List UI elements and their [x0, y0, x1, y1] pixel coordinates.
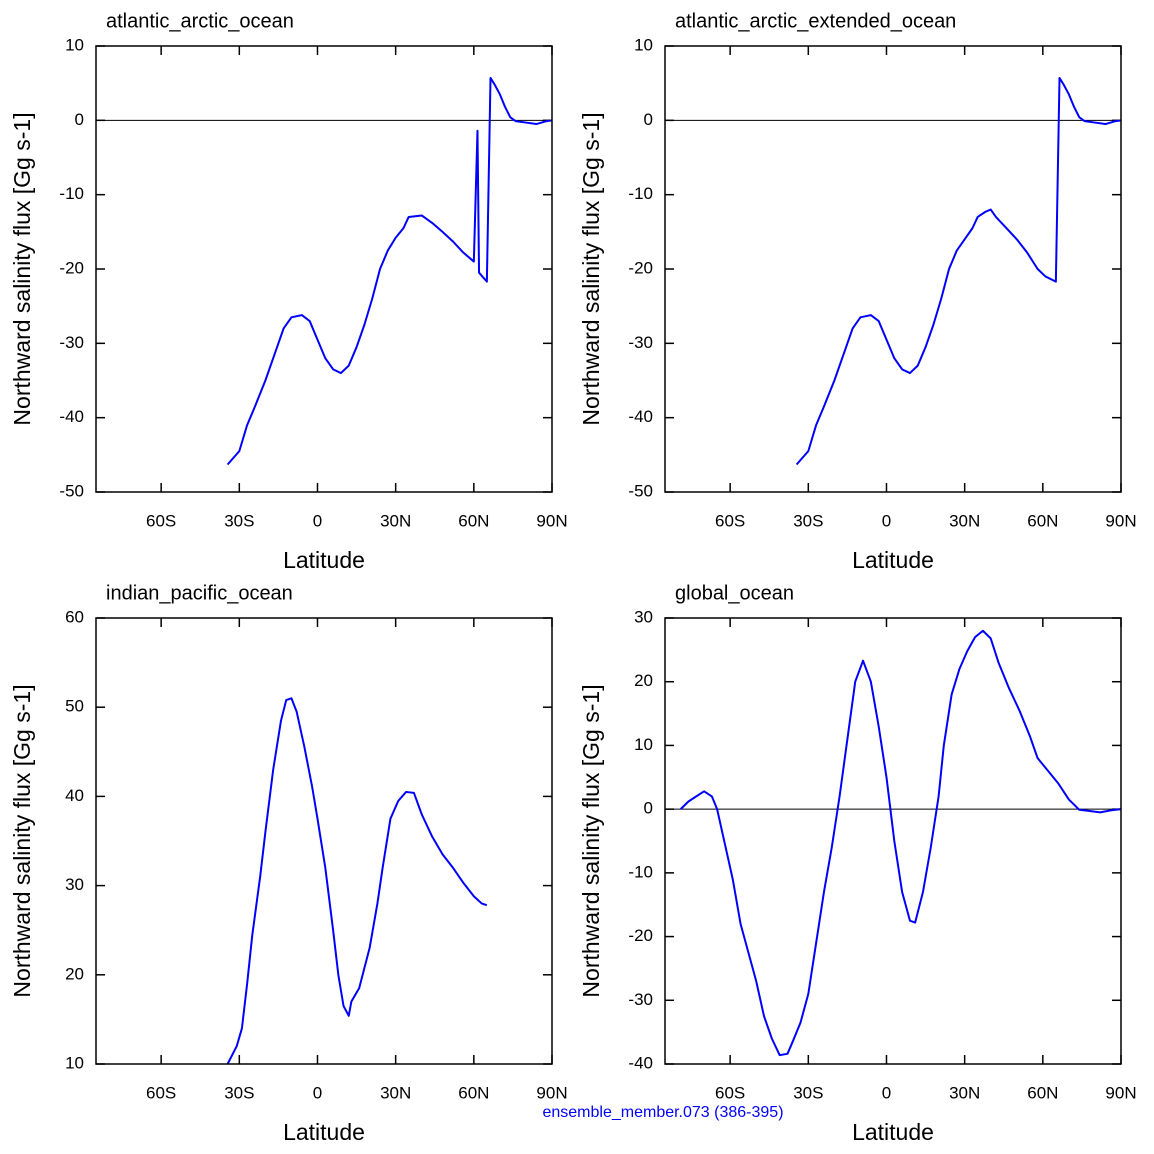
- x-axis-label: Latitude: [283, 547, 365, 573]
- y-axis-label: Northward salinity flux [Gg s-1]: [9, 684, 35, 997]
- x-tick-label: 30S: [793, 511, 823, 530]
- y-tick-label: 20: [65, 964, 84, 983]
- y-tick-label: 60: [65, 607, 84, 626]
- y-axis-label: Northward salinity flux [Gg s-1]: [578, 112, 604, 425]
- y-tick-label: -50: [628, 481, 653, 500]
- panel-title: indian_pacific_ocean: [106, 582, 293, 604]
- x-tick-label: 60N: [1027, 511, 1058, 530]
- y-tick-label: 10: [634, 35, 653, 54]
- data-line: [795, 76, 1122, 466]
- x-tick-label: 0: [882, 1083, 891, 1102]
- y-tick-label: -20: [628, 926, 653, 945]
- x-tick-label: 30N: [949, 1083, 980, 1102]
- y-tick-label: -30: [628, 990, 653, 1009]
- x-tick-label: 0: [313, 511, 322, 530]
- y-tick-label: 10: [65, 35, 84, 54]
- x-tick-label: 90N: [536, 1083, 567, 1102]
- x-axis-label: Latitude: [852, 547, 934, 573]
- x-tick-label: 90N: [1105, 1083, 1136, 1102]
- y-tick-label: -40: [628, 407, 653, 426]
- panel: atlantic_arctic_ocean Latitude Northward s…: [9, 10, 568, 573]
- plot-frame: [95, 45, 553, 493]
- x-tick-label: 60S: [715, 511, 745, 530]
- x-tick-label: 90N: [1105, 511, 1136, 530]
- x-axis-label: Latitude: [283, 1119, 365, 1145]
- x-tick-label: 30S: [224, 1083, 254, 1102]
- x-tick-label: 30N: [380, 511, 411, 530]
- x-tick-label: 90N: [536, 511, 567, 530]
- data-line: [226, 76, 553, 466]
- y-tick-label: -10: [628, 862, 653, 881]
- y-tick-label: 0: [644, 110, 653, 129]
- y-tick-label: -40: [628, 1053, 653, 1072]
- panel-title: atlantic_arctic_ocean: [106, 10, 294, 32]
- x-tick-label: 30S: [793, 1083, 823, 1102]
- x-tick-label: 30N: [949, 511, 980, 530]
- panel: global_ocean Latitude Northward salinity f…: [578, 582, 1137, 1145]
- y-tick-label: -20: [628, 258, 653, 277]
- y-tick-label: -10: [628, 184, 653, 203]
- y-tick-label: 0: [75, 110, 84, 129]
- data-line: [679, 629, 1122, 1057]
- y-tick-label: 50: [65, 697, 84, 716]
- y-tick-label: 20: [634, 671, 653, 690]
- footer: ensemble_member.073 (386-395): [542, 1104, 783, 1121]
- x-tick-label: 60N: [1027, 1083, 1058, 1102]
- y-tick-label: -10: [59, 184, 84, 203]
- y-tick-label: 10: [634, 735, 653, 754]
- x-tick-label: 60S: [715, 1083, 745, 1102]
- y-axis-label: Northward salinity flux [Gg s-1]: [578, 684, 604, 997]
- y-tick-label: 0: [644, 799, 653, 818]
- y-tick-label: -20: [59, 258, 84, 277]
- panel-title: global_ocean: [675, 582, 794, 604]
- y-tick-label: -50: [59, 481, 84, 500]
- plot-frame: [664, 617, 1122, 1065]
- x-tick-label: 60N: [458, 1083, 489, 1102]
- x-tick-label: 60S: [146, 511, 176, 530]
- panel: atlantic_arctic_extended_ocean Latitude No…: [578, 10, 1137, 573]
- x-tick-label: 30N: [380, 1083, 411, 1102]
- y-tick-label: 10: [65, 1053, 84, 1072]
- x-tick-label: 0: [882, 511, 891, 530]
- panel-title: atlantic_arctic_extended_ocean: [675, 10, 956, 32]
- data-line: [226, 697, 488, 1065]
- x-tick-label: 0: [313, 1083, 322, 1102]
- plot-frame: [664, 45, 1122, 493]
- plot-frame: [95, 617, 553, 1065]
- x-axis-label: Latitude: [852, 1119, 934, 1145]
- y-tick-label: -30: [628, 333, 653, 352]
- y-tick-label: 30: [65, 875, 84, 894]
- panel: indian_pacific_ocean Latitude Northward sa…: [9, 582, 568, 1145]
- x-tick-label: 60N: [458, 511, 489, 530]
- y-tick-label: -40: [59, 407, 84, 426]
- y-tick-label: 40: [65, 786, 84, 805]
- x-tick-label: 60S: [146, 1083, 176, 1102]
- y-axis-label: Northward salinity flux [Gg s-1]: [9, 112, 35, 425]
- y-tick-label: -30: [59, 333, 84, 352]
- x-tick-label: 30S: [224, 511, 254, 530]
- y-tick-label: 30: [634, 607, 653, 626]
